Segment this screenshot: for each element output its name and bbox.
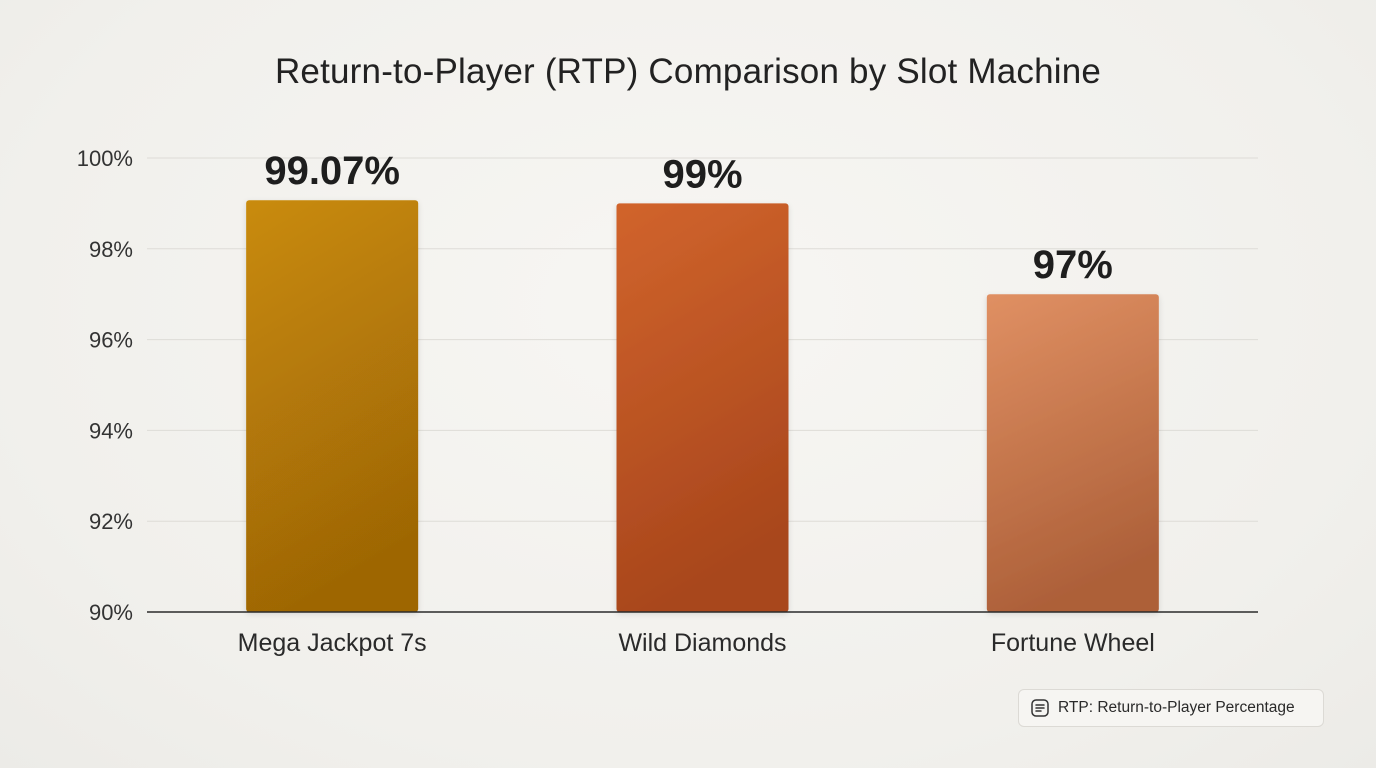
x-tick-label: Wild Diamonds	[618, 629, 786, 657]
y-tick-label: 100%	[77, 146, 133, 171]
bar-wild-diamonds	[616, 203, 789, 612]
data-labels: 99.07% 99% 97%	[264, 149, 1113, 287]
y-axis-ticks: 90% 92% 94% 96% 98% 100%	[77, 146, 133, 625]
y-tick-label: 94%	[89, 418, 133, 443]
y-tick-label: 90%	[89, 600, 133, 625]
data-label: 97%	[1033, 243, 1113, 287]
x-tick-label: Fortune Wheel	[991, 629, 1155, 657]
note-icon	[1031, 699, 1049, 717]
rtp-note: RTP: Return-to-Player Percentage	[1018, 689, 1324, 727]
bar-mega-jackpot-7s	[246, 200, 419, 613]
bar-fortune-wheel	[986, 294, 1159, 612]
data-label: 99%	[662, 152, 742, 196]
rtp-note-text: RTP: Return-to-Player Percentage	[1058, 699, 1295, 716]
y-tick-label: 96%	[89, 328, 133, 353]
chart-title: Return-to-Player (RTP) Comparison by Slo…	[274, 52, 1102, 91]
y-tick-label: 92%	[89, 509, 133, 534]
y-tick-label: 98%	[89, 237, 133, 262]
bars	[246, 200, 1159, 613]
data-label: 99.07%	[264, 149, 400, 193]
x-tick-label: Mega Jackpot 7s	[238, 629, 427, 657]
x-axis-ticks: Mega Jackpot 7s Wild Diamonds Fortune Whee…	[238, 629, 1155, 657]
